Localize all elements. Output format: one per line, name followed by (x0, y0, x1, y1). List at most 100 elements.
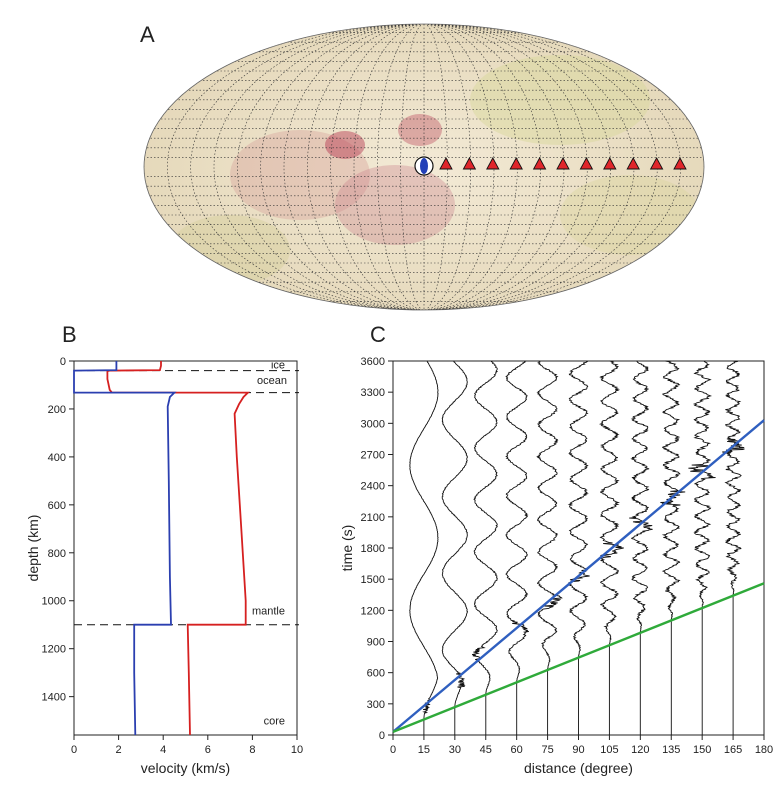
x-tick-label: 8 (249, 744, 255, 756)
station-marker (603, 157, 617, 170)
station-marker (673, 157, 687, 170)
station-marker (626, 157, 640, 170)
x-tick-label: 105 (600, 744, 618, 756)
y-tick-label: 2700 (361, 450, 385, 462)
station-marker (579, 157, 594, 170)
map-outline (143, 23, 705, 311)
source-beachball (414, 156, 434, 176)
station-marker (649, 157, 664, 170)
seismogram-trace (598, 360, 624, 735)
velocity-profile-chart: 0 2 4 6 8 10 0 200 400 600 800 1000 1200 1400 velocity… (25, 356, 303, 776)
y-tick-label: 300 (367, 699, 385, 711)
map-grid-meridian (423, 24, 518, 310)
y-axis-label: time (s) (339, 525, 355, 572)
x-tick-label: 30 (449, 744, 461, 756)
x-tick-label: 120 (631, 744, 649, 756)
x-tick-label: 15 (418, 744, 430, 756)
y-tick-label: 1800 (361, 543, 385, 555)
map-grid-meridian (167, 24, 425, 310)
x-tick-label: 60 (511, 744, 523, 756)
y-tick-label: 0 (379, 730, 385, 742)
map-grid-meridian (283, 24, 425, 310)
y-tick-label: 600 (367, 668, 385, 680)
map-grid-meridian (400, 24, 425, 310)
y-tick-label: 800 (48, 548, 66, 560)
x-tick-label: 0 (71, 744, 77, 756)
y-tick-label: 3300 (361, 387, 385, 399)
y-tick-label: 3600 (361, 356, 385, 368)
x-tick-label: 150 (693, 744, 711, 756)
station-marker (462, 157, 477, 170)
map-grid-meridian (423, 24, 588, 310)
y-tick-label: 1500 (361, 574, 385, 586)
map-grid-meridian (423, 24, 635, 310)
plot-frame (73, 360, 298, 736)
x-tick-label: 4 (160, 744, 166, 756)
map-grid-meridian (260, 24, 425, 310)
station-marker (439, 157, 453, 170)
y-axis-label: depth (km) (25, 515, 41, 582)
station-marker (556, 157, 570, 170)
seismogram-trace (409, 360, 439, 735)
y-tick-label: 2100 (361, 512, 385, 524)
x-tick-label: 45 (480, 744, 492, 756)
y-tick-label: 600 (48, 500, 66, 512)
station-marker (509, 157, 523, 170)
seismogram-trace (629, 360, 653, 735)
map-stain-4 (170, 215, 290, 285)
y-tick-label: 1200 (42, 644, 66, 656)
layer-label: core (264, 716, 285, 728)
map-grid-meridian (237, 24, 425, 310)
stations (439, 157, 687, 170)
panel-label-c: C (370, 322, 386, 347)
station-marker (486, 157, 500, 170)
map-grid-meridian (377, 24, 425, 310)
x-tick-label: 6 (205, 744, 211, 756)
map-stain-2 (335, 165, 455, 245)
x-axis-label: velocity (km/s) (141, 760, 230, 776)
y-tick-label: 2400 (361, 481, 385, 493)
velocity-series-line (73, 361, 177, 736)
x-tick-label: 135 (662, 744, 680, 756)
y-tick-label: 200 (48, 404, 66, 416)
panel-label-b: B (62, 322, 77, 347)
travel-time-line (392, 582, 765, 733)
y-tick-label: 900 (367, 637, 385, 649)
y-tick-label: 1000 (42, 596, 66, 608)
seismogram-trace (722, 360, 745, 735)
y-tick-label: 1200 (361, 605, 385, 617)
seismogram-trace (472, 361, 499, 735)
seismogram-trace (660, 360, 686, 735)
map (143, 23, 705, 311)
x-tick-label: 180 (755, 744, 773, 756)
layer-label: mantle (252, 605, 285, 617)
seismogram-section-chart: 0 15 30 45 60 75 90 105 120 135 150 165 180030060090… (339, 356, 773, 776)
y-tick-label: 0 (60, 356, 66, 368)
x-tick-label: 90 (572, 744, 584, 756)
y-tick-label: 1400 (42, 692, 66, 704)
map-grid-meridian (423, 24, 681, 310)
velocity-series-line (106, 361, 251, 736)
seismogram-trace (567, 360, 590, 735)
seismogram-trace (441, 360, 469, 735)
travel-time-line (392, 419, 765, 733)
seismogram-trace (505, 360, 529, 735)
map-grid-meridian (423, 24, 565, 310)
seismogram-trace (688, 360, 716, 735)
map-grid-meridian (330, 24, 425, 310)
seismogram-trace (536, 360, 563, 735)
map-grid-meridian (213, 24, 425, 310)
map-grid-meridian (353, 24, 425, 310)
station-marker (532, 157, 547, 170)
x-axis-label: distance (degree) (524, 760, 633, 776)
y-tick-label: 400 (48, 452, 66, 464)
map-grid-meridian (307, 24, 425, 310)
x-tick-label: 10 (291, 744, 303, 756)
layer-label: ocean (257, 375, 287, 387)
x-tick-label: 0 (390, 744, 396, 756)
panel-label-a: A (140, 22, 155, 47)
map-stain-1 (230, 130, 370, 220)
layer-label: ice (271, 360, 285, 372)
x-tick-label: 75 (541, 744, 553, 756)
